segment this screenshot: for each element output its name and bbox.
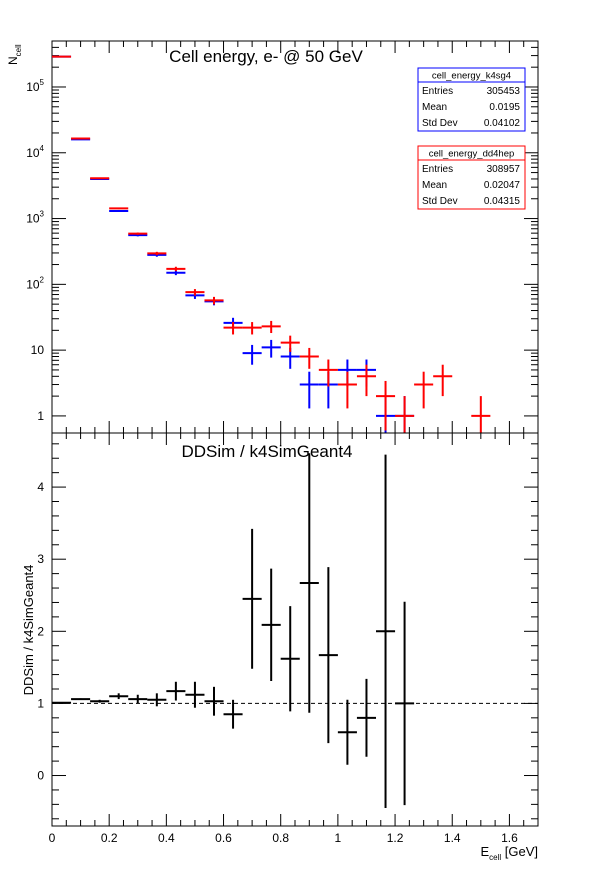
data-point-cell_energy_dd4hep <box>242 322 262 335</box>
data-point-cell_energy_dd4hep <box>185 289 205 296</box>
bottom-y-tick-label: 2 <box>37 624 44 638</box>
data-point-cell_energy_dd4hep <box>280 335 300 352</box>
top-y-tick-label: 103 <box>26 210 44 226</box>
top-y-tick-label: 104 <box>26 144 44 160</box>
bottom-chart-title: DDSim / k4SimGeant4 <box>182 442 353 461</box>
data-point-ratio <box>223 699 243 729</box>
data-point-ratio <box>395 601 415 806</box>
bottom-panel: 0 0.2 0.4 0.6 0.8 1 1.2 1.4 1.6 0 1 2 3 4 DDSim / k4… <box>21 432 539 862</box>
data-point-cell_energy_k4sg4 <box>109 210 129 213</box>
top-y-axis-label: Ncell <box>6 44 23 65</box>
x-tick-label: 1.6 <box>501 831 518 845</box>
bottom-y-tick-label: 1 <box>37 696 44 710</box>
bottom-series-layer <box>51 453 415 808</box>
stats-box-dd4hep-frame <box>417 145 526 210</box>
stats-box-k4sg4-title: cell_energy_k4sg4 <box>432 71 511 82</box>
bottom-y-tick-label: 0 <box>37 769 44 783</box>
x-tick-label: 1 <box>335 831 342 845</box>
data-point-ratio <box>204 686 224 716</box>
bottom-y-tick-label: 4 <box>37 480 44 494</box>
data-point-cell_energy_dd4hep <box>90 177 110 180</box>
top-series-layer <box>51 55 491 433</box>
stats-k4sg4-mean-value: 0.0195 <box>489 102 520 113</box>
data-point-cell_energy_dd4hep <box>337 371 357 409</box>
series-cell_energy_dd4hep <box>51 55 491 433</box>
stats-box-dd4hep-title: cell_energy_dd4hep <box>429 149 515 160</box>
stats-dd4hep-entries-value: 308957 <box>487 164 521 175</box>
data-point-ratio <box>280 606 300 712</box>
data-point-cell_energy_dd4hep <box>223 322 243 335</box>
series-ratio <box>51 453 415 808</box>
data-point-ratio <box>356 678 377 757</box>
stats-dd4hep-stddev-value: 0.04315 <box>484 196 521 207</box>
data-point-cell_energy_dd4hep <box>204 296 224 305</box>
data-point-ratio <box>318 567 338 744</box>
stats-box-k4sg4: cell_energy_k4sg4 Entries 305453 Mean 0.… <box>417 67 526 132</box>
bottom-y-tick-label: 3 <box>37 552 44 566</box>
data-point-cell_energy_dd4hep <box>318 359 338 387</box>
top-y-ticks: 1 10 102 103 104 105 <box>26 40 538 423</box>
stats-k4sg4-entries-value: 305453 <box>487 86 521 97</box>
x-tick-label: 0.2 <box>101 831 118 845</box>
bottom-x-axis-label: Ecell [GeV] <box>480 844 538 862</box>
data-point-ratio <box>109 693 129 700</box>
data-point-cell_energy_dd4hep <box>261 320 281 334</box>
bottom-y-axis-label: DDSim / k4SimGeant4 <box>21 565 36 696</box>
data-point-ratio <box>299 453 319 713</box>
x-tick-label: 0 <box>49 831 56 845</box>
data-point-ratio <box>147 693 167 707</box>
data-point-cell_energy_dd4hep <box>471 396 491 433</box>
data-point-ratio <box>166 681 186 701</box>
data-point-ratio <box>185 681 205 708</box>
stats-dd4hep-stddev-label: Std Dev <box>422 196 458 207</box>
data-point-cell_energy_dd4hep <box>166 266 186 272</box>
data-point-ratio <box>242 528 262 669</box>
data-point-cell_energy_dd4hep <box>299 347 319 369</box>
x-tick-label: 1.4 <box>444 831 461 845</box>
data-point-cell_energy_dd4hep <box>128 232 148 235</box>
x-tick-label: 0.6 <box>215 831 232 845</box>
x-tick-label: 0.4 <box>158 831 175 845</box>
top-y-tick-label: 105 <box>26 78 44 94</box>
data-point-cell_energy_k4sg4 <box>299 371 319 409</box>
stats-dd4hep-mean-value: 0.02047 <box>484 180 521 191</box>
top-y-tick-label: 10 <box>31 343 45 357</box>
data-point-ratio <box>51 701 72 704</box>
bottom-x-ticks: 0 0.2 0.4 0.6 0.8 1 1.2 1.4 1.6 <box>49 433 539 845</box>
stats-dd4hep-mean-label: Mean <box>422 180 447 191</box>
bottom-y-ticks: 0 1 2 3 4 <box>37 443 538 820</box>
stats-k4sg4-stddev-label: Std Dev <box>422 118 458 129</box>
top-chart-title: Cell energy, e- @ 50 GeV <box>169 47 363 66</box>
data-point-cell_energy_dd4hep <box>109 207 129 210</box>
data-point-cell_energy_dd4hep <box>376 380 396 431</box>
top-panel: 1 10 102 103 104 105 Cell energy, e- @ 50 GeV… <box>6 40 539 434</box>
stats-box-k4sg4-frame <box>417 67 526 132</box>
data-point-ratio <box>90 699 110 703</box>
data-point-cell_energy_k4sg4 <box>242 344 262 365</box>
data-point-cell_energy_dd4hep <box>433 364 453 397</box>
stats-k4sg4-mean-label: Mean <box>422 102 447 113</box>
data-point-ratio <box>261 568 281 682</box>
data-point-cell_energy_dd4hep <box>395 396 415 433</box>
data-point-ratio <box>337 699 357 765</box>
data-point-ratio <box>71 698 91 701</box>
data-point-cell_energy_k4sg4 <box>261 339 281 358</box>
stats-k4sg4-stddev-value: 0.04102 <box>484 118 521 129</box>
x-tick-label: 0.8 <box>272 831 289 845</box>
data-point-cell_energy_k4sg4 <box>166 270 186 276</box>
stats-dd4hep-entries-label: Entries <box>422 164 453 175</box>
data-point-cell_energy_dd4hep <box>414 371 434 409</box>
data-point-cell_energy_dd4hep <box>147 251 167 256</box>
bottom-plot-frame <box>51 432 539 827</box>
top-y-tick-label: 102 <box>26 275 44 291</box>
data-point-cell_energy_dd4hep <box>356 364 377 397</box>
stats-k4sg4-entries-label: Entries <box>422 86 453 97</box>
top-y-tick-label: 1 <box>37 409 44 423</box>
x-tick-label: 1.2 <box>387 831 404 845</box>
data-point-ratio <box>376 454 396 808</box>
top-x-ticks <box>51 41 539 433</box>
stats-box-dd4hep: cell_energy_dd4hep Entries 308957 Mean 0… <box>417 145 526 210</box>
data-point-ratio <box>128 694 148 704</box>
